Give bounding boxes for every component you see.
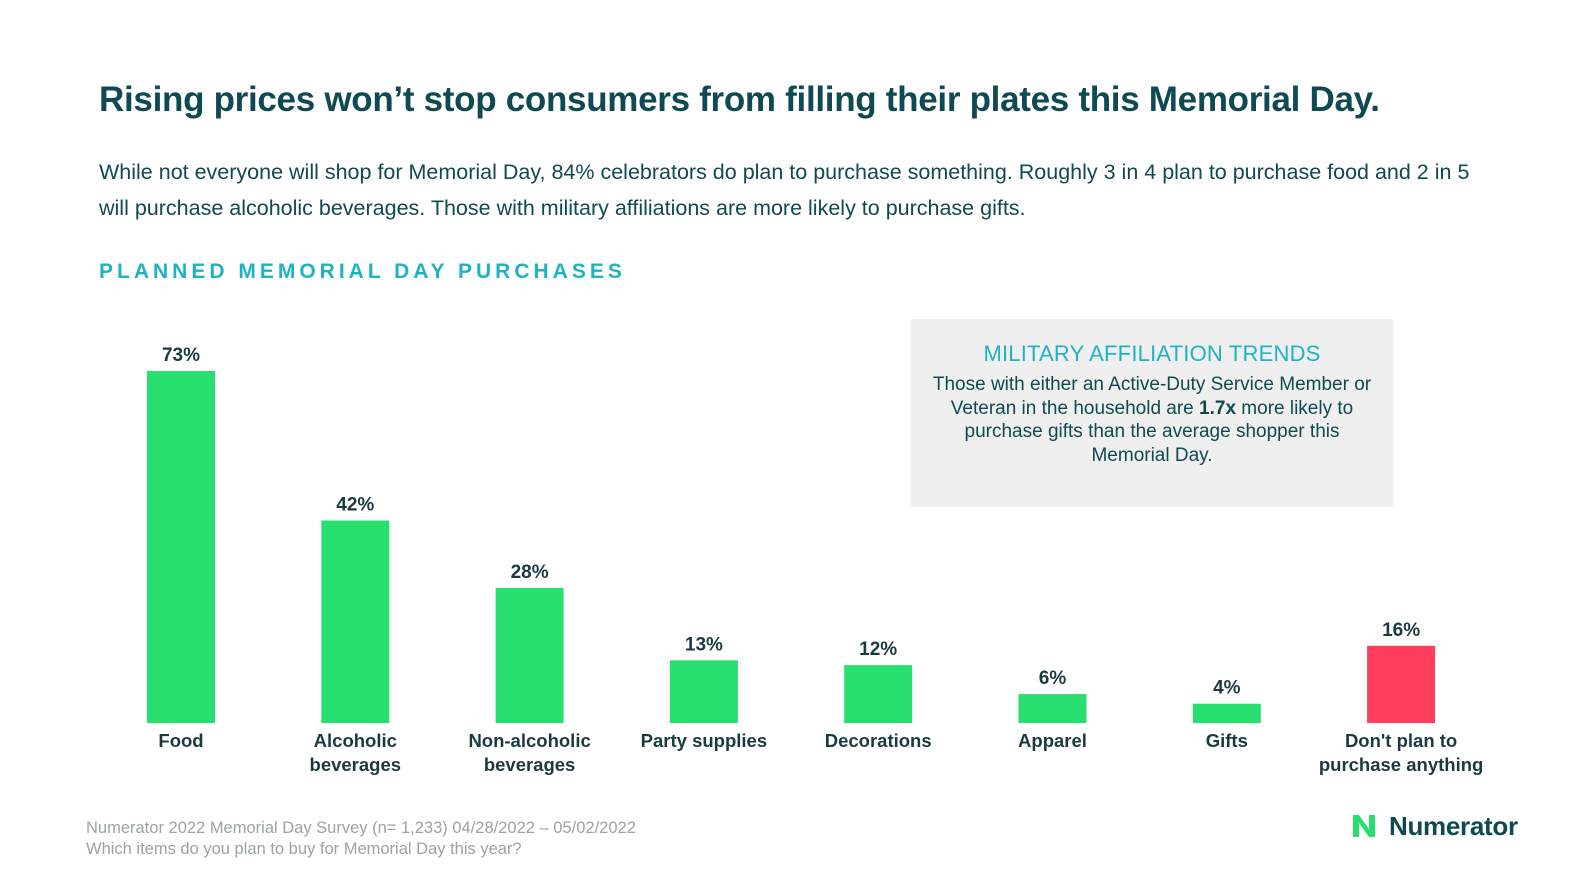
page-title: Rising prices won’t stop consumers from … (99, 80, 1380, 119)
footnote-question: Which items do you plan to buy for Memor… (86, 840, 522, 858)
bar-value-label-7: 16% (1382, 620, 1420, 641)
logo-text: Numerator (1389, 810, 1518, 841)
page-subtitle: While not everyone will shop for Memoria… (99, 160, 1470, 220)
bar-value-label-2: 28% (511, 562, 549, 583)
bar-7 (1367, 645, 1436, 723)
category-label-5: Apparel (1018, 730, 1087, 751)
numerator-logo: Numerator (1349, 808, 1518, 844)
callout-body-text-end: more likely to purchase gifts than the a… (964, 397, 1354, 466)
callout-title: MILITARY AFFILIATION TRENDS (983, 341, 1321, 366)
bar-3 (669, 660, 738, 723)
callout-highlight: 1.7x (1199, 397, 1237, 419)
bar-value-label-3: 13% (685, 634, 723, 655)
category-label-1: Alcoholic beverages (310, 730, 402, 775)
category-label-0: Food (158, 730, 203, 751)
bar-value-label-1: 42% (336, 495, 374, 516)
military-callout: MILITARY AFFILIATION TRENDS Those with e… (911, 319, 1393, 507)
category-label-6: Gifts (1206, 730, 1248, 751)
footnote-source: Numerator 2022 Memorial Day Survey (n= 1… (86, 819, 636, 837)
bar-value-label-6: 4% (1213, 678, 1241, 699)
bar-value-label-0: 73% (162, 345, 200, 366)
footnote: Numerator 2022 Memorial Day Survey (n= 1… (86, 818, 636, 860)
callout-body: Those with either an Active-Duty Service… (929, 373, 1375, 467)
bar-1 (321, 520, 390, 723)
category-label-2: Non-alcoholic beverages (468, 730, 590, 775)
callout-body-text: Those with either an Active-Duty Service… (932, 374, 1372, 419)
numerator-logo-icon (1353, 815, 1375, 837)
bar-value-label-5: 6% (1039, 668, 1067, 689)
bar-6 (1192, 703, 1261, 723)
bar-0 (147, 371, 215, 723)
bar-value-label-4: 12% (859, 639, 897, 660)
bar-4 (844, 665, 913, 723)
category-label-7: Don't plan to purchase anything (1319, 730, 1483, 775)
category-label-3: Party supplies (641, 730, 767, 751)
chart-heading: PLANNED MEMORIAL DAY PURCHASES (99, 260, 626, 283)
category-label-4: Decorations (825, 730, 932, 751)
bar-5 (1018, 694, 1087, 723)
bar-2 (495, 588, 564, 723)
